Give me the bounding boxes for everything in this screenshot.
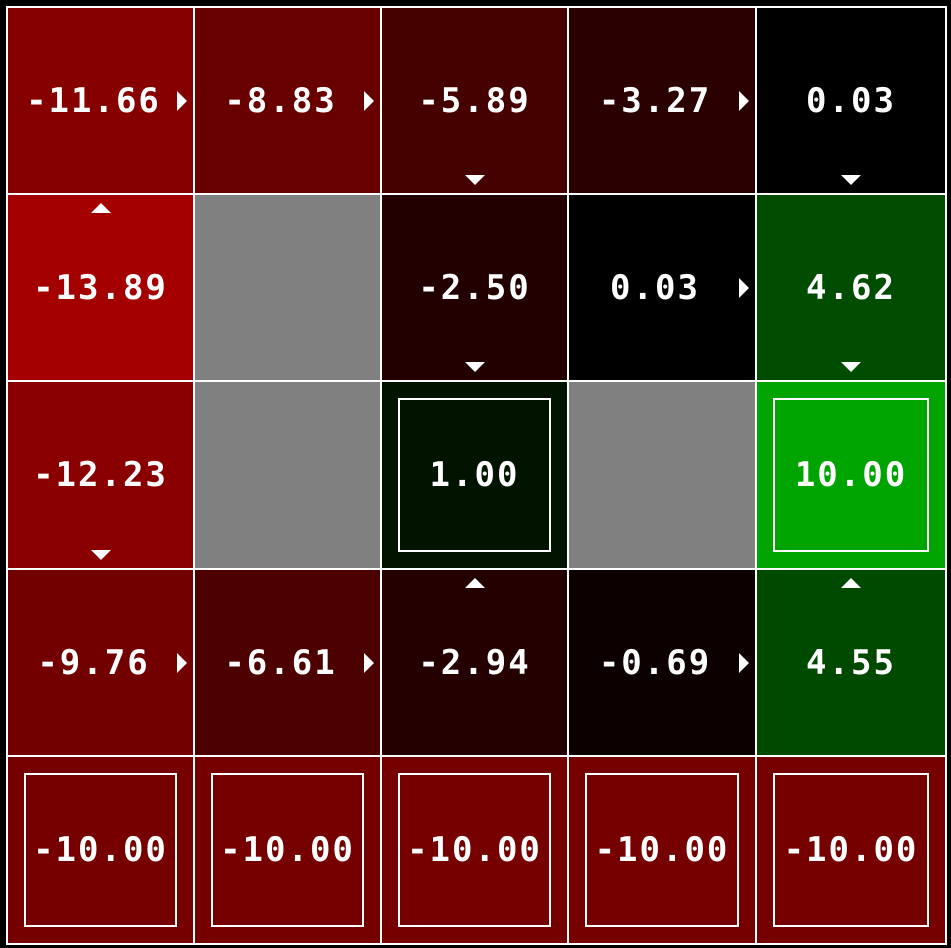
terminal-cell: -10.00: [755, 755, 947, 945]
policy-arrow-down-icon: [841, 175, 861, 185]
cell-value: -10.00: [594, 830, 730, 870]
cell-value: -2.94: [418, 642, 531, 683]
policy-arrow-right-icon: [177, 652, 187, 673]
grid-cell: 4.62: [755, 193, 947, 382]
grid-cell: 0.03: [567, 193, 757, 382]
terminal-cell: -10.00: [193, 755, 382, 945]
policy-arrow-up-icon: [90, 203, 111, 213]
grid-cell: -8.83: [193, 6, 382, 195]
terminal-cell: -10.00: [380, 755, 569, 945]
grid-cell: 4.55: [755, 568, 947, 757]
policy-arrow-up-icon: [841, 578, 861, 588]
cell-value: -8.83: [224, 80, 337, 121]
terminal-box: [585, 773, 739, 927]
grid-cell: -5.89: [380, 6, 569, 195]
cell-value: -0.69: [598, 642, 712, 683]
cell-value: -3.27: [598, 80, 712, 121]
terminal-cell: -10.00: [567, 755, 757, 945]
terminal-box: [211, 773, 364, 927]
grid-cell: -0.69: [567, 568, 757, 757]
terminal-box: [773, 398, 929, 552]
cell-value: 0.03: [806, 80, 896, 121]
grid-cell: -2.50: [380, 193, 569, 382]
grid-cell: -9.76: [6, 568, 195, 757]
cell-value: 0.03: [610, 267, 700, 308]
terminal-box: [773, 773, 929, 927]
policy-arrow-right-icon: [739, 90, 749, 111]
policy-arrow-up-icon: [464, 578, 485, 588]
cell-value: -12.23: [33, 455, 168, 495]
policy-arrow-right-icon: [739, 652, 749, 673]
cell-value: -11.66: [26, 80, 161, 121]
wall-cell: [567, 380, 757, 570]
grid-cell: -13.89: [6, 193, 195, 382]
cell-value: -10.00: [220, 830, 355, 870]
wall-cell: [193, 193, 382, 382]
grid-cell: -6.61: [193, 568, 382, 757]
terminal-box: [24, 773, 177, 927]
wall-cell: [193, 380, 382, 570]
terminal-cell: 1.00: [380, 380, 569, 570]
cell-value: -2.50: [418, 267, 531, 308]
grid-cell: -11.66: [6, 6, 195, 195]
cell-value: -13.89: [33, 267, 168, 308]
terminal-box: [398, 398, 551, 552]
policy-arrow-down-icon: [464, 362, 485, 372]
terminal-box: [398, 773, 551, 927]
terminal-cell: 10.00: [755, 380, 947, 570]
policy-arrow-right-icon: [364, 652, 374, 673]
policy-arrow-right-icon: [177, 90, 187, 111]
cell-value: 4.55: [806, 642, 896, 683]
terminal-cell: -10.00: [6, 755, 195, 945]
grid-cell: -2.94: [380, 568, 569, 757]
cell-value: -9.76: [37, 642, 150, 683]
cell-value: -5.89: [418, 80, 531, 121]
cell-value: -6.61: [224, 642, 337, 683]
policy-arrow-down-icon: [90, 550, 111, 560]
cell-value: -10.00: [407, 830, 542, 870]
grid-cell: 0.03: [755, 6, 947, 195]
cell-value: -10.00: [33, 830, 168, 870]
grid-cell: -12.23: [6, 380, 195, 570]
cell-value: -10.00: [783, 830, 919, 870]
cell-value: 4.62: [806, 267, 896, 308]
policy-arrow-right-icon: [739, 277, 749, 298]
grid-cell: -3.27: [567, 6, 757, 195]
policy-arrow-right-icon: [364, 90, 374, 111]
cell-value: 1.00: [429, 455, 520, 495]
policy-arrow-down-icon: [464, 175, 485, 185]
policy-arrow-down-icon: [841, 362, 861, 372]
cell-value: 10.00: [794, 455, 908, 495]
